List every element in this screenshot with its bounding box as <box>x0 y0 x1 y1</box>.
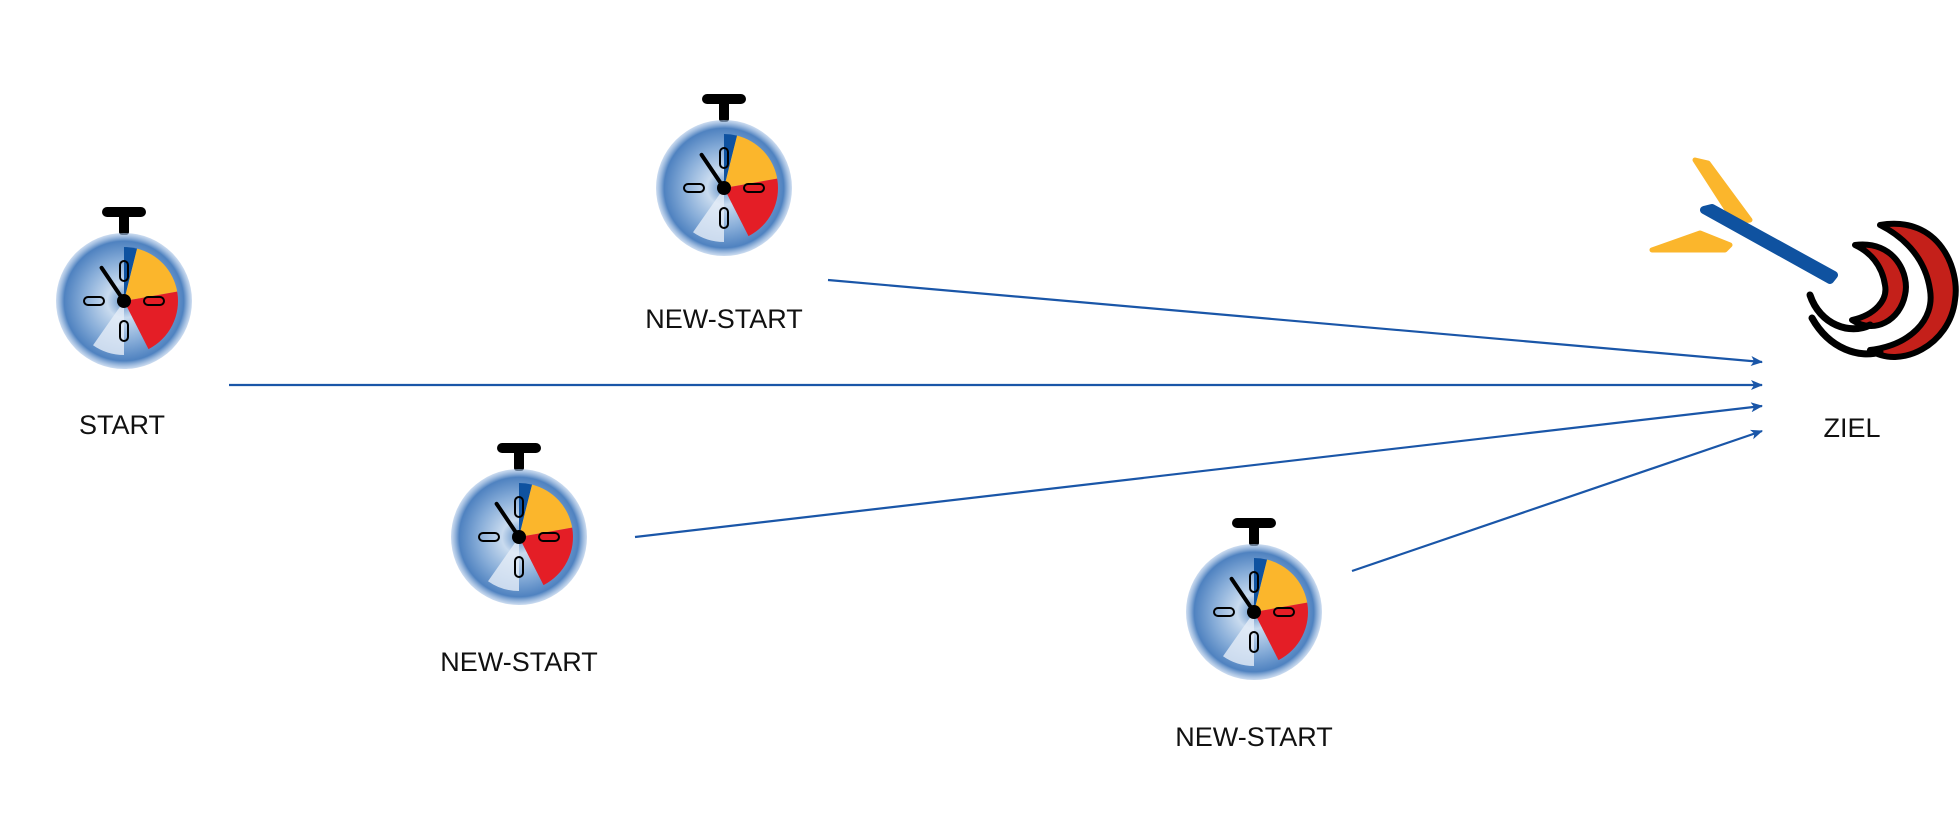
arrow-new-start-1-to-ziel <box>827 278 1763 367</box>
node-label-new-start-1: NEW-START <box>645 304 803 334</box>
stopwatch-icon <box>56 207 192 369</box>
node-label-new-start-3: NEW-START <box>1175 722 1333 752</box>
dart-target-icon <box>1649 157 1959 360</box>
stopwatch-icon <box>1186 518 1322 680</box>
arrow-new-start-3-to-ziel <box>1351 429 1763 573</box>
stopwatch-icon <box>451 443 587 605</box>
node-label-start: START <box>78 410 166 440</box>
node-label-new-start-2: NEW-START <box>440 647 598 677</box>
stopwatch-icon <box>656 94 792 256</box>
arrow-new-start-2-to-ziel <box>634 402 1763 539</box>
node-label-ziel: ZIEL <box>1823 413 1881 443</box>
